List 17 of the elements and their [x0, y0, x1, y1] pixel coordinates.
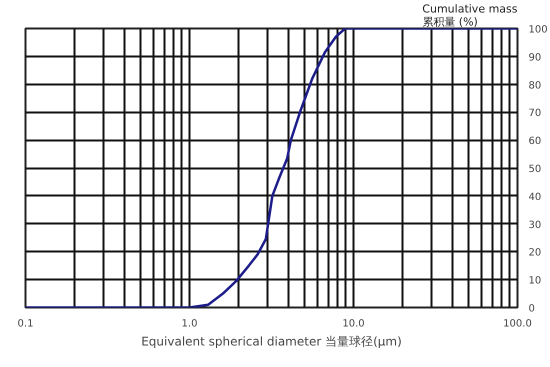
x-axis-title: Equivalent spherical diameter 当量球径(μm): [141, 334, 402, 348]
y-tick-label: 70: [528, 108, 542, 120]
x-tick-label: 10.0: [342, 318, 365, 330]
y-axis-title: Cumulative mass 累积量 (%): [422, 2, 518, 28]
y-tick-label: 90: [528, 52, 542, 64]
x-tick-label: 1.0: [182, 318, 198, 330]
y-tick-label: 80: [528, 80, 542, 92]
x-tick-label: 0.1: [18, 318, 34, 330]
y-tick-label: 50: [528, 164, 542, 175]
y-tick-label: 30: [528, 220, 542, 231]
y-tick-label: 60: [528, 136, 542, 148]
x-tick-label: 100.0: [503, 318, 532, 330]
y-tick-label: 100: [528, 24, 548, 36]
y-tick-label: 10: [528, 276, 542, 287]
y-tick-label: 20: [528, 248, 542, 259]
y-tick-label: 40: [528, 192, 542, 203]
y-tick-label: 0: [528, 304, 535, 314]
